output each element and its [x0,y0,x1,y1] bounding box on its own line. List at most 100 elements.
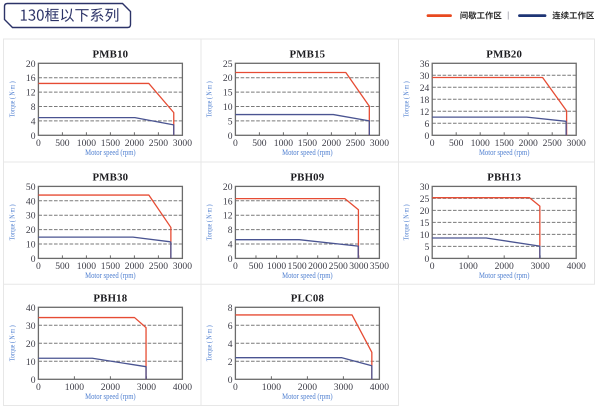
svg-text:0: 0 [430,261,435,272]
svg-text:36: 36 [420,59,430,70]
svg-text:3000: 3000 [173,138,192,149]
svg-text:0: 0 [36,382,41,393]
svg-text:PLC08: PLC08 [291,293,325,305]
svg-text:8: 8 [228,303,233,314]
svg-text:20: 20 [223,182,233,193]
svg-text:4000: 4000 [567,261,586,272]
svg-text:0: 0 [233,382,238,393]
svg-text:12: 12 [223,211,233,222]
svg-text:3000: 3000 [334,382,353,393]
svg-text:1000: 1000 [65,382,84,393]
svg-text:30: 30 [420,71,430,82]
svg-text:2000: 2000 [101,382,120,393]
svg-text:PMB10: PMB10 [93,49,129,61]
svg-text:Motor speed (rpm): Motor speed (rpm) [479,271,530,280]
svg-text:0: 0 [36,138,41,149]
svg-text:5: 5 [425,242,430,253]
svg-text:4: 4 [31,116,36,127]
svg-text:20: 20 [420,206,430,217]
svg-text:3000: 3000 [531,261,550,272]
svg-text:0: 0 [31,254,36,265]
svg-text:16: 16 [26,73,36,84]
svg-text:4: 4 [228,339,233,350]
svg-text:10: 10 [223,102,233,113]
svg-text:1000: 1000 [459,261,478,272]
svg-text:3000: 3000 [137,382,156,393]
svg-text:12: 12 [420,107,430,118]
svg-text:3000: 3000 [349,261,368,272]
svg-text:0: 0 [228,375,233,386]
svg-text:30: 30 [26,321,36,332]
svg-text:8: 8 [228,225,233,236]
svg-text:6: 6 [425,119,430,130]
svg-text:500: 500 [449,138,464,149]
svg-text:3500: 3500 [370,261,389,272]
svg-text:5: 5 [228,116,233,127]
svg-text:Torque ( N·m ): Torque ( N·m ) [205,204,214,240]
svg-text:50: 50 [26,182,36,193]
svg-text:2500: 2500 [149,261,168,272]
svg-text:20: 20 [26,339,36,350]
svg-text:4000: 4000 [370,382,389,393]
svg-text:PBH13: PBH13 [487,172,521,184]
svg-text:1000: 1000 [274,138,293,149]
svg-text:Torque ( N·m ): Torque ( N·m ) [8,325,17,361]
svg-text:2000: 2000 [322,138,341,149]
svg-text:4: 4 [228,240,233,251]
svg-text:Motor speed (rpm): Motor speed (rpm) [479,148,530,157]
svg-text:2000: 2000 [125,138,144,149]
svg-text:2000: 2000 [125,261,144,272]
svg-text:3000: 3000 [370,138,389,149]
svg-text:Torque ( N·m ): Torque ( N·m ) [8,204,17,240]
svg-text:500: 500 [55,138,70,149]
svg-text:10: 10 [420,230,430,241]
svg-text:24: 24 [420,83,430,94]
svg-text:Motor speed (rpm): Motor speed (rpm) [85,271,136,280]
svg-text:Torque ( N·m ): Torque ( N·m ) [401,204,410,240]
svg-text:40: 40 [26,303,36,314]
svg-text:2500: 2500 [149,138,168,149]
svg-text:1000: 1000 [77,261,96,272]
svg-text:PBH09: PBH09 [290,172,324,184]
svg-text:1500: 1500 [298,138,317,149]
svg-text:20: 20 [26,225,36,236]
svg-text:Motor speed (rpm): Motor speed (rpm) [282,392,333,401]
svg-text:2000: 2000 [308,261,327,272]
svg-text:1500: 1500 [101,138,120,149]
svg-text:30: 30 [26,211,36,222]
svg-text:10: 10 [26,357,36,368]
svg-text:Torque ( N·m ): Torque ( N·m ) [205,81,214,117]
svg-text:3000: 3000 [173,261,192,272]
svg-text:Motor speed (rpm): Motor speed (rpm) [282,148,333,157]
svg-text:0: 0 [430,138,435,149]
svg-text:0: 0 [228,254,233,265]
svg-text:0: 0 [31,375,36,386]
svg-text:0: 0 [233,138,238,149]
svg-text:25: 25 [223,59,233,70]
svg-text:0: 0 [36,261,41,272]
svg-text:10: 10 [26,240,36,251]
svg-text:30: 30 [420,182,430,193]
svg-text:2000: 2000 [519,138,538,149]
svg-text:2: 2 [228,357,233,368]
svg-text:0: 0 [31,131,36,142]
svg-text:PMB30: PMB30 [93,172,129,184]
svg-text:1500: 1500 [288,261,307,272]
svg-text:PBH18: PBH18 [93,293,127,305]
svg-text:20: 20 [223,73,233,84]
svg-text:0: 0 [228,131,233,142]
svg-text:PMB20: PMB20 [486,49,522,61]
svg-text:1000: 1000 [77,138,96,149]
svg-text:20: 20 [26,59,36,70]
svg-text:Motor speed (rpm): Motor speed (rpm) [282,271,333,280]
svg-text:Motor speed (rpm): Motor speed (rpm) [85,148,136,157]
svg-text:15: 15 [223,88,233,99]
svg-text:8: 8 [31,102,36,113]
svg-text:500: 500 [249,261,264,272]
svg-text:2000: 2000 [298,382,317,393]
svg-text:18: 18 [420,95,430,106]
svg-text:1500: 1500 [495,138,514,149]
svg-text:Torque ( N·m ): Torque ( N·m ) [205,325,214,361]
svg-text:25: 25 [420,194,430,205]
svg-text:1500: 1500 [101,261,120,272]
